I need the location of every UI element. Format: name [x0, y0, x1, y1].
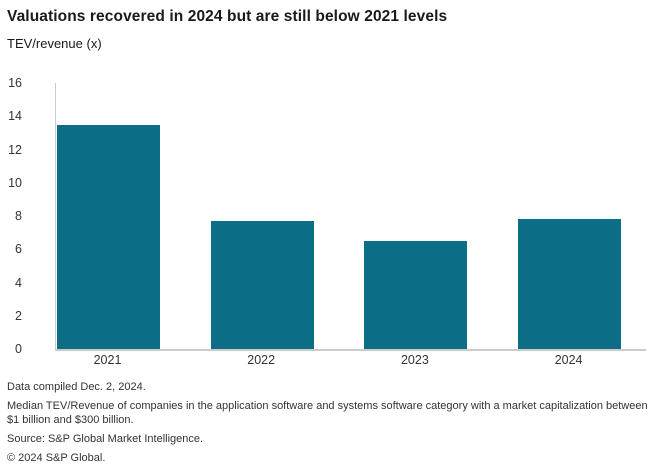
y-tick-label: 10: [8, 175, 22, 190]
plot-area: [55, 83, 646, 351]
bar-2022: [210, 221, 314, 349]
y-tick-label: 16: [8, 76, 22, 90]
chart-footnotes: Data compiled Dec. 2, 2024. Median TEV/R…: [7, 380, 655, 468]
chart-title: Valuations recovered in 2024 but are sti…: [7, 8, 448, 25]
x-tick-label: 2022: [247, 353, 276, 367]
x-tick-label: 2024: [554, 353, 583, 367]
bar-2021: [57, 124, 160, 349]
footnote-copyright: © 2024 S&P Global.: [7, 452, 106, 464]
bar-2024: [518, 219, 622, 349]
y-tick-label: 4: [15, 275, 22, 290]
footnote-source: Source: S&P Global Market Intelligence.: [7, 433, 204, 445]
y-tick-label: 2: [15, 308, 22, 323]
bar-2023: [364, 240, 468, 349]
y-tick-label: 6: [15, 242, 22, 257]
y-tick-label: 12: [8, 142, 22, 157]
y-tick-label: 0: [15, 342, 22, 356]
y-axis-labels: 0 2 4 6 8 10 12 14 16: [0, 76, 22, 356]
footnote-methodology: Median TEV/Revenue of companies in the a…: [7, 400, 648, 426]
x-tick-label: 2021: [93, 353, 122, 367]
x-tick-label: 2023: [400, 353, 429, 367]
y-tick-label: 14: [8, 109, 22, 124]
y-tick-label: 8: [15, 209, 22, 223]
x-axis-labels: 2021 2022 2023 2024: [55, 353, 645, 369]
footnote-data-compiled: Data compiled Dec. 2, 2024.: [7, 381, 146, 393]
chart-subtitle: TEV/revenue (x): [7, 36, 102, 51]
